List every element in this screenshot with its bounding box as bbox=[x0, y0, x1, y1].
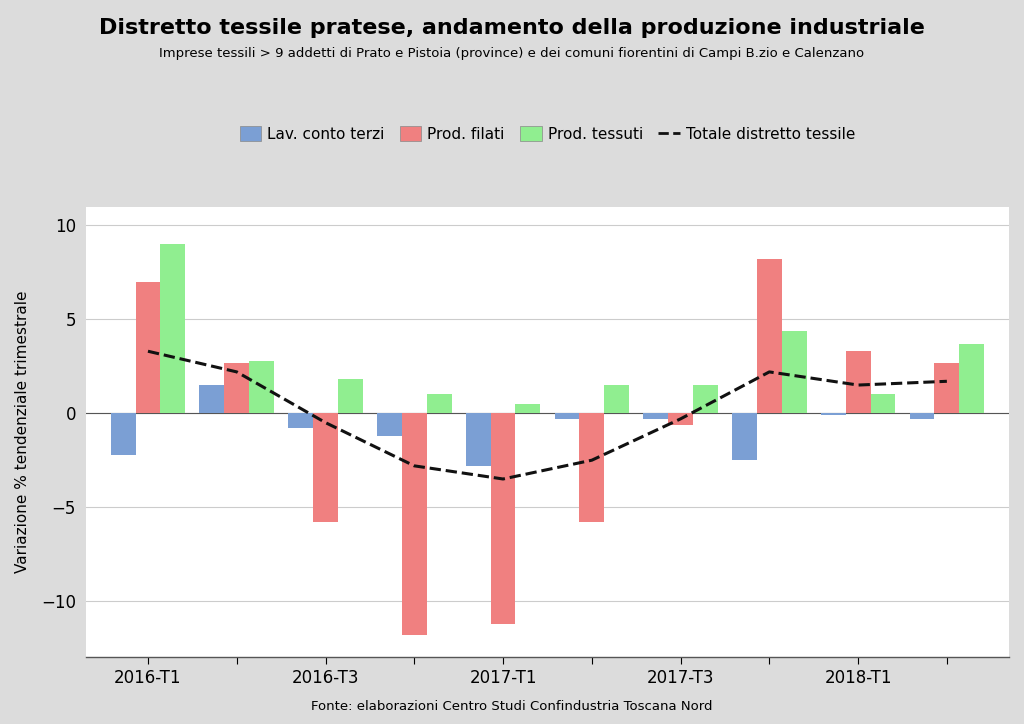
Y-axis label: Variazione % tendenziale trimestrale: Variazione % tendenziale trimestrale bbox=[15, 291, 30, 573]
Bar bbox=[377, 413, 401, 436]
Bar bbox=[643, 413, 668, 419]
Bar bbox=[161, 244, 185, 413]
Bar bbox=[870, 395, 895, 413]
Bar bbox=[427, 395, 452, 413]
Bar bbox=[401, 413, 427, 635]
Text: Imprese tessili > 9 addetti di Prato e Pistoia (province) e dei comuni fiorentin: Imprese tessili > 9 addetti di Prato e P… bbox=[160, 47, 864, 60]
Bar bbox=[249, 361, 274, 413]
Bar bbox=[693, 385, 718, 413]
Bar bbox=[959, 344, 984, 413]
Bar bbox=[909, 413, 935, 419]
Bar bbox=[732, 413, 757, 460]
Bar bbox=[111, 413, 135, 455]
Legend: Lav. conto terzi, Prod. filati, Prod. tessuti, Totale distretto tessile: Lav. conto terzi, Prod. filati, Prod. te… bbox=[240, 126, 855, 142]
Bar bbox=[555, 413, 580, 419]
Bar bbox=[515, 404, 541, 413]
Bar bbox=[313, 413, 338, 522]
Bar bbox=[466, 413, 490, 466]
Bar bbox=[757, 259, 781, 413]
Bar bbox=[580, 413, 604, 522]
Bar bbox=[288, 413, 313, 429]
Bar bbox=[821, 413, 846, 415]
Bar bbox=[338, 379, 362, 413]
Bar bbox=[846, 351, 870, 413]
Bar bbox=[781, 331, 807, 413]
Bar bbox=[935, 363, 959, 413]
Bar bbox=[490, 413, 515, 623]
Bar bbox=[604, 385, 629, 413]
Text: Distretto tessile pratese, andamento della produzione industriale: Distretto tessile pratese, andamento del… bbox=[99, 18, 925, 38]
Text: Fonte: elaborazioni Centro Studi Confindustria Toscana Nord: Fonte: elaborazioni Centro Studi Confind… bbox=[311, 700, 713, 713]
Bar bbox=[200, 385, 224, 413]
Bar bbox=[135, 282, 161, 413]
Bar bbox=[224, 363, 249, 413]
Bar bbox=[668, 413, 693, 424]
